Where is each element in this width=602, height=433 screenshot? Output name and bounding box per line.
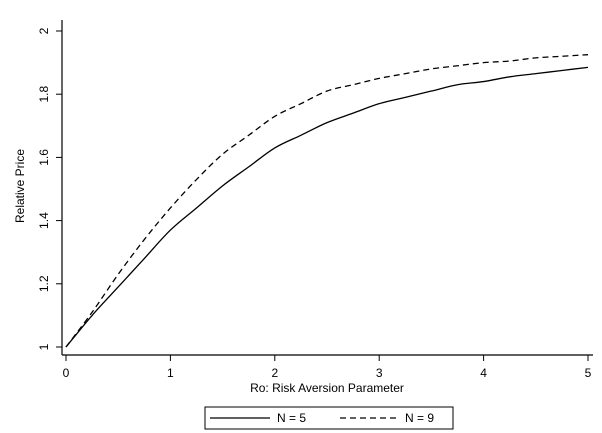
x-tick-label: 1 — [167, 366, 174, 380]
x-axis-ticks: 0 1 2 3 4 5 — [63, 355, 592, 380]
x-tick-label: 3 — [376, 366, 383, 380]
legend-label-n5: N = 5 — [277, 411, 306, 425]
x-tick-label: 0 — [63, 366, 70, 380]
legend: N = 5 N = 9 — [204, 406, 454, 430]
y-tick-label: 1.2 — [37, 275, 51, 292]
series-layer — [65, 54, 589, 348]
legend-box — [204, 406, 454, 430]
y-tick-label: 1.6 — [37, 149, 51, 166]
x-tick-label: 4 — [480, 366, 487, 380]
y-axis-ticks: 1 1.2 1.4 1.6 1.8 2 — [37, 27, 62, 350]
x-tick-label: 5 — [585, 366, 592, 380]
x-tick-label: 2 — [271, 366, 278, 380]
y-axis-title: Relative Price — [13, 149, 27, 223]
series-line-n9 — [65, 54, 589, 348]
y-tick-label: 2 — [37, 27, 51, 34]
plot-area: 0 1 2 3 4 5 1 1.2 1.4 1.6 1.8 2 — [37, 20, 593, 380]
y-tick-label: 1.4 — [37, 212, 51, 229]
x-axis-title: Ro: Risk Aversion Parameter — [250, 381, 404, 395]
series-line-n5 — [65, 66, 589, 348]
y-tick-label: 1 — [37, 343, 51, 350]
y-tick-label: 1.8 — [37, 86, 51, 103]
legend-label-n9: N = 9 — [405, 411, 434, 425]
